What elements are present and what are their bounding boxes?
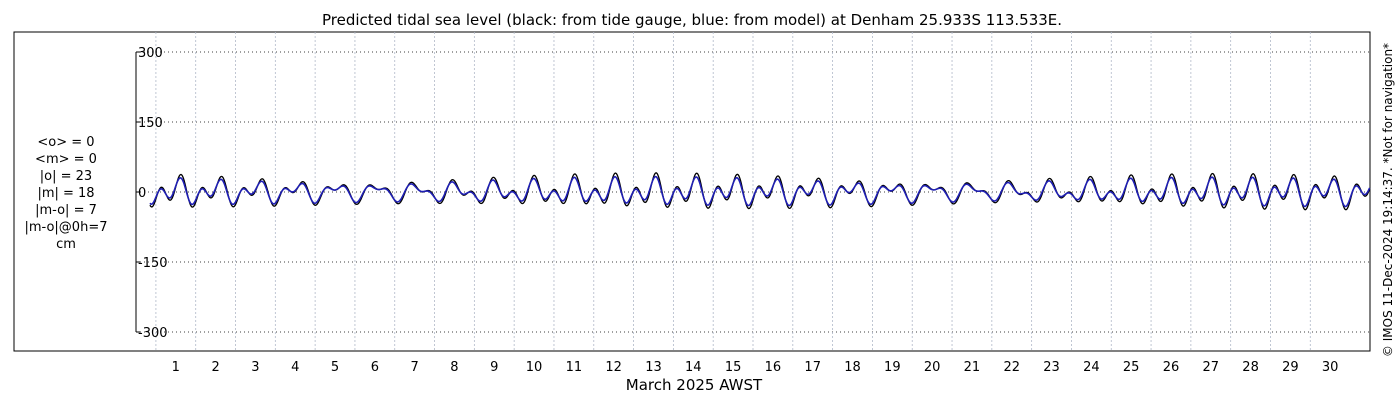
- x-tick-label: 22: [1003, 360, 1020, 375]
- x-axis-label: March 2025 AWST: [626, 376, 763, 394]
- x-tick-label: 24: [1083, 360, 1100, 375]
- x-tick-label: 11: [566, 360, 583, 375]
- x-tick-label: 30: [1322, 360, 1339, 375]
- x-ticks: 1 2 3 4 5 6 7 8 9 10 11 12 13 14 15 16 17 18 19 20 21 22 23 24 2…: [172, 360, 1339, 375]
- x-tick-label: 3: [251, 360, 259, 375]
- x-tick-label: 26: [1163, 360, 1180, 375]
- x-tick-label: 18: [844, 360, 861, 375]
- x-tick-label: 16: [765, 360, 782, 375]
- x-tick-label: 8: [450, 360, 458, 375]
- x-tick-label: 2: [211, 360, 219, 375]
- y-tick-label: 150: [138, 116, 163, 131]
- series-line-0: [149, 172, 1371, 211]
- x-tick-label: 25: [1123, 360, 1140, 375]
- x-tick-label: 17: [804, 360, 821, 375]
- x-tick-label: 19: [884, 360, 901, 375]
- x-tick-label: 14: [685, 360, 702, 375]
- y-tick-label: 300: [138, 46, 163, 61]
- x-tick-label: 23: [1043, 360, 1060, 375]
- copyright-note: © IMOS 11-Dec-2024 19:14:37. *Not for na…: [1381, 43, 1395, 357]
- x-tick-label: 20: [924, 360, 941, 375]
- x-tick-label: 1: [172, 360, 180, 375]
- grid-layer: [136, 32, 1370, 351]
- stat-line: |o| = 23: [40, 169, 92, 184]
- chart-title: Predicted tidal sea level (black: from t…: [322, 11, 1062, 29]
- x-tick-label: 21: [964, 360, 981, 375]
- x-tick-label: 9: [490, 360, 498, 375]
- x-tick-label: 28: [1242, 360, 1259, 375]
- stat-line: cm: [56, 237, 76, 252]
- x-tick-label: 5: [331, 360, 339, 375]
- x-tick-label: 12: [605, 360, 622, 375]
- x-tick-label: 15: [725, 360, 742, 375]
- y-tick-label: -300: [138, 326, 168, 341]
- stat-line: |m-o| = 7: [35, 203, 97, 218]
- x-tick-label: 27: [1203, 360, 1220, 375]
- x-tick-label: 7: [411, 360, 419, 375]
- stat-line: <m> = 0: [35, 152, 97, 167]
- x-tick-label: 29: [1282, 360, 1299, 375]
- series-line-1: [149, 175, 1371, 208]
- x-tick-label: 6: [371, 360, 379, 375]
- series-layer: [149, 172, 1371, 211]
- y-tick-label: -150: [138, 256, 168, 271]
- y-ticks: 300 150 0 -150 -300: [136, 46, 168, 341]
- y-tick-label: 0: [138, 186, 146, 201]
- stat-line: <o> = 0: [37, 135, 94, 150]
- outer-frame: [13, 31, 1371, 352]
- stat-line: |m-o|@0h=7: [25, 220, 108, 235]
- stat-line: |m| = 18: [37, 186, 94, 201]
- stats-block: <o> = 0 <m> = 0 |o| = 23 |m| = 18 |m-o| = 7 |…: [25, 135, 108, 252]
- x-tick-label: 10: [526, 360, 543, 375]
- x-tick-label: 4: [291, 360, 299, 375]
- x-tick-label: 13: [645, 360, 662, 375]
